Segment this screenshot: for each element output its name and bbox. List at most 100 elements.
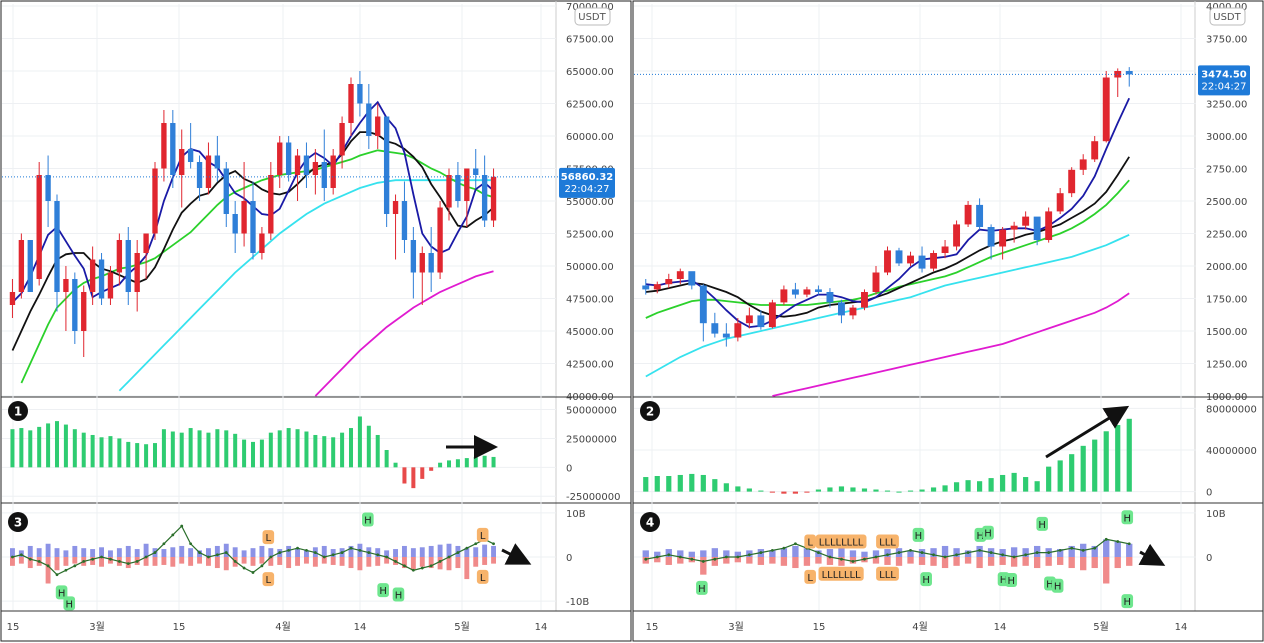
btc-candle-body bbox=[285, 142, 292, 175]
eth-candle-body bbox=[964, 204, 972, 225]
eth-candle-body bbox=[711, 323, 719, 334]
btc_ind-neg-bar bbox=[384, 557, 390, 564]
btc_hist-bar bbox=[420, 467, 425, 479]
eth_hist-bar bbox=[700, 474, 706, 492]
eth-currency-badge[interactable]: USDT bbox=[1209, 7, 1246, 26]
eth-candle-body bbox=[999, 229, 1007, 247]
eth_ind-neg-bar bbox=[1045, 557, 1052, 566]
btc_hist-y-tick-label: -25000000 bbox=[566, 492, 621, 503]
btc_ind-trend-point bbox=[260, 564, 264, 568]
eth_ind-low-marker bbox=[818, 566, 864, 581]
eth_ind-trend-point bbox=[1047, 551, 1051, 554]
eth_hist-bar bbox=[1046, 466, 1052, 492]
btc_ind-neg-bar bbox=[90, 557, 96, 565]
btc-last-price: 56860.32 bbox=[561, 172, 614, 183]
btc_ind-pos-bar bbox=[214, 545, 220, 557]
btc_hist-bar bbox=[268, 432, 273, 468]
btc_ind-neg-bar bbox=[27, 557, 33, 569]
panel-badge-3-label: 3 bbox=[14, 516, 22, 530]
eth_ind-trend-point bbox=[724, 555, 728, 559]
btc_hist-bar bbox=[28, 430, 33, 468]
btc_ind-pos-bar bbox=[295, 548, 300, 557]
eth_ind-high-marker-label: H bbox=[915, 531, 923, 542]
btc-y-tick-label: 42500.00 bbox=[566, 360, 614, 371]
eth_ind-low-marker bbox=[804, 534, 816, 549]
btc_ind-trend-point bbox=[269, 555, 273, 559]
eth_hist-bar bbox=[953, 482, 960, 492]
eth_ind-pos-bar bbox=[930, 548, 937, 557]
eth_ind-trend-point bbox=[874, 555, 878, 559]
btc_hist-bar bbox=[135, 443, 140, 468]
btc-candle-body bbox=[303, 155, 310, 175]
eth-candle-body bbox=[1056, 193, 1064, 212]
eth_ind-pos-bar bbox=[665, 549, 672, 557]
btc-y-tick-label: 47500.00 bbox=[566, 295, 614, 306]
btc_ind-low-marker-label: L bbox=[266, 533, 272, 544]
eth-candle-body bbox=[791, 289, 799, 295]
btc-candle-body bbox=[366, 103, 372, 136]
btc_ind-pos-bar bbox=[473, 547, 479, 557]
btc_ind-pos-bar bbox=[241, 550, 247, 557]
btc-currency-badge[interactable]: USDT bbox=[574, 7, 611, 26]
eth_hist-y-tick-label: 40000000 bbox=[1206, 446, 1257, 457]
btc_ind-trend-point bbox=[349, 546, 353, 550]
eth_ind-trend-point bbox=[701, 560, 705, 563]
btc-candle-body bbox=[241, 201, 247, 234]
eth_ind-neg-bar bbox=[1103, 557, 1110, 584]
eth_ind-neg-bar bbox=[711, 557, 718, 566]
btc_ind-neg-bar bbox=[366, 557, 372, 567]
eth_ind-high-marker bbox=[1121, 510, 1134, 525]
btc_ind-pos-bar bbox=[491, 545, 496, 557]
eth_ind-pos-bar bbox=[826, 549, 834, 557]
eth_ind-neg-bar bbox=[964, 557, 972, 564]
eth_ind-pos-bar bbox=[953, 548, 960, 557]
btc_ind-trend-point bbox=[420, 566, 424, 570]
btc_ind-trend-point bbox=[296, 546, 299, 550]
eth_ind-high-marker-label: H bbox=[1038, 520, 1046, 531]
eth_hist-bar bbox=[942, 485, 948, 492]
btc_hist-bar bbox=[331, 437, 336, 468]
eth-candle-body bbox=[768, 302, 776, 328]
eth_ind-neg-bar bbox=[1068, 557, 1075, 569]
eth-candle-body bbox=[642, 285, 650, 290]
eth_ind-trend-point bbox=[1070, 546, 1074, 550]
eth-x-tick-label: 3월 bbox=[728, 621, 744, 633]
eth_ind-neg-bar bbox=[780, 557, 788, 566]
btc-candle-body bbox=[143, 233, 149, 253]
btc_ind-high-marker-label: H bbox=[379, 586, 387, 597]
btc_ind-neg-bar bbox=[10, 557, 15, 566]
btc_ind-trend-point bbox=[465, 546, 469, 550]
btc_ind-y-tick-label: 10B bbox=[566, 509, 586, 520]
eth-y-tick-label: 2750.00 bbox=[1206, 165, 1247, 176]
btc_ind-pos-bar bbox=[134, 549, 140, 557]
btc_hist-bar bbox=[348, 428, 354, 468]
eth_ind-neg-bar bbox=[884, 557, 891, 565]
btc_ind-low-marker-label: L bbox=[480, 573, 486, 584]
btc_ind-trend-point bbox=[242, 566, 246, 570]
eth_ind-neg-bar bbox=[769, 557, 776, 564]
eth_ind-neg-bar bbox=[700, 557, 707, 575]
eth_hist-bar bbox=[1080, 445, 1086, 492]
eth-last-price: 3474.50 bbox=[1201, 69, 1247, 80]
btc_ind-trend-point bbox=[358, 548, 362, 552]
panel-badge-4: 4 bbox=[640, 512, 660, 532]
btc-candle-body bbox=[455, 175, 461, 201]
eth_ind-neg-bar bbox=[792, 557, 799, 569]
btc_ind-neg-bar bbox=[464, 557, 470, 580]
btc-y-tick-label: 45000.00 bbox=[566, 327, 614, 338]
btc_ind-neg-bar bbox=[482, 557, 488, 565]
btc-candle-body bbox=[18, 240, 25, 292]
eth_ind-trend-point bbox=[1058, 548, 1062, 552]
eth_ind-pos-bar bbox=[838, 548, 845, 557]
eth_hist-bar bbox=[1011, 472, 1017, 492]
btc_hist-bar bbox=[473, 456, 478, 468]
btc_ind-trend-point bbox=[492, 542, 495, 546]
eth_ind-neg-bar bbox=[815, 557, 822, 564]
eth_ind-neg-bar bbox=[918, 557, 926, 565]
btc-candle-body bbox=[134, 253, 140, 292]
btc-candle-body bbox=[294, 155, 301, 175]
btc_hist-bar bbox=[161, 429, 166, 468]
eth_ind-low-marker bbox=[876, 534, 899, 549]
eth_ind-trend-point bbox=[1035, 551, 1039, 554]
eth_ind-high-marker-label: H bbox=[922, 575, 930, 586]
